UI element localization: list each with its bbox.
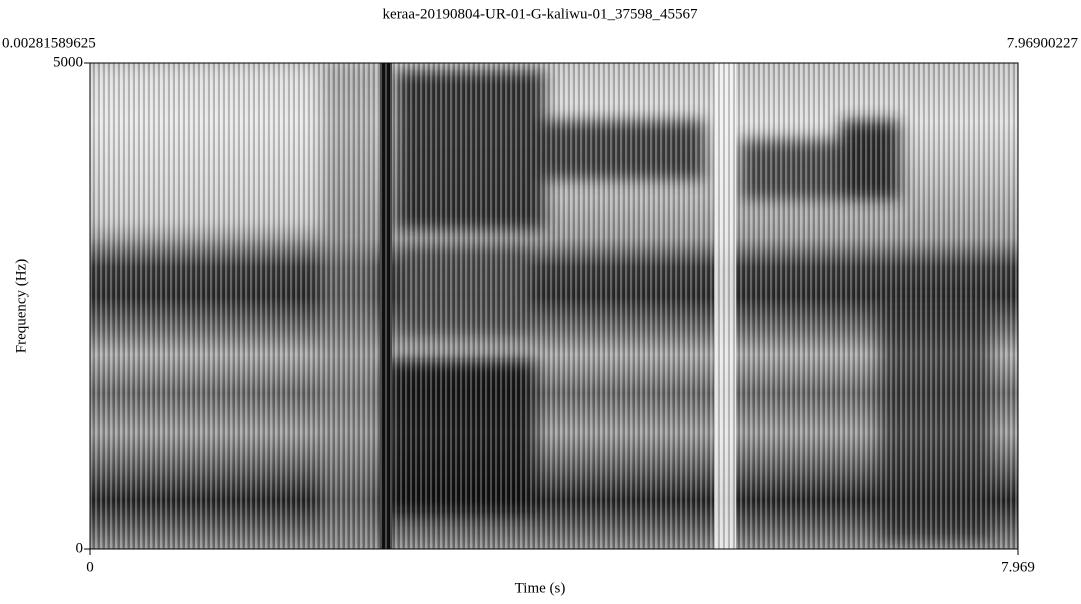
plot-frame	[89, 62, 1019, 550]
x-tick-label: 7.969	[1001, 559, 1035, 575]
x-tick-label: 0	[86, 559, 94, 575]
y-axis-label: Frequency (Hz)	[13, 259, 29, 354]
y-tick-label: 0	[76, 540, 84, 556]
chart-title: keraa-20190804-UR-01-G-kaliwu-01_37598_4…	[383, 6, 698, 22]
end-time-label: 7.96900227	[1007, 35, 1079, 51]
spectrogram-image	[90, 63, 1018, 549]
y-tick-label: 5000	[53, 54, 83, 70]
x-axis-label: Time (s)	[515, 580, 566, 596]
start-time-label: 0.00281589625	[2, 35, 96, 51]
